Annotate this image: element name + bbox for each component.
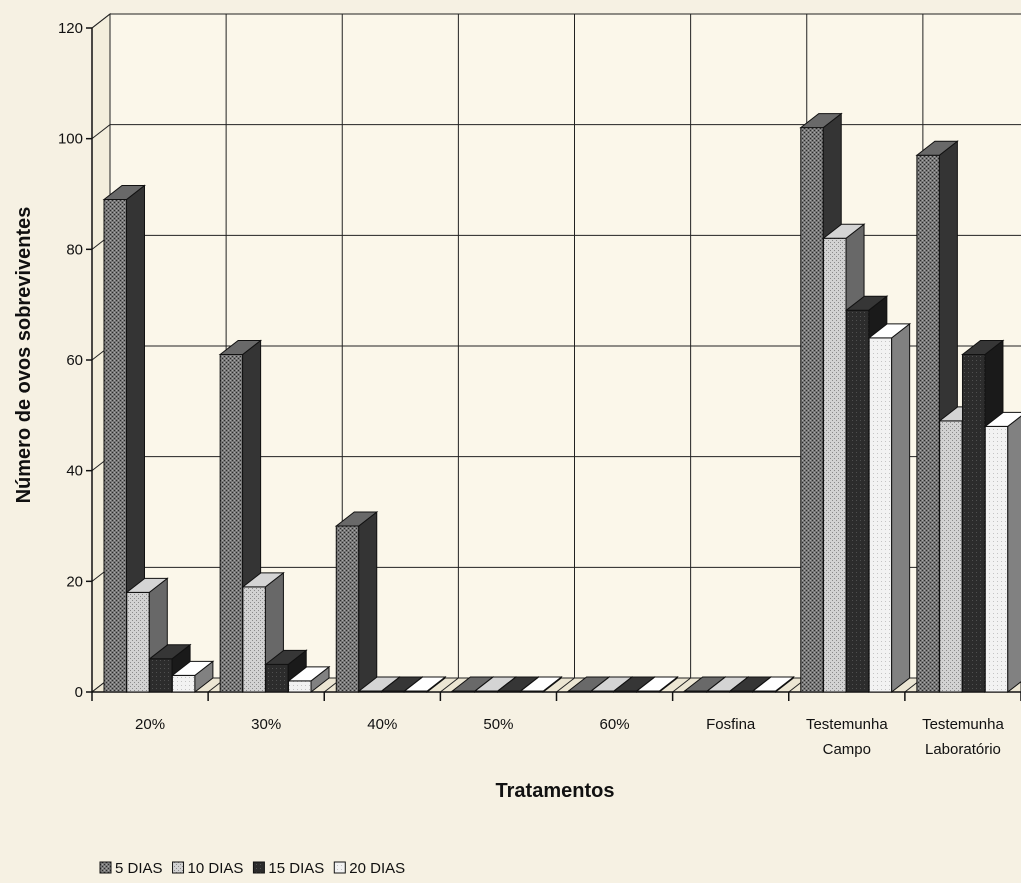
bar-side (358, 510, 378, 694)
bar-top (170, 660, 215, 676)
bar-front (126, 591, 150, 693)
bar-front (219, 353, 244, 693)
bar-top (822, 223, 866, 239)
gridline-side (91, 13, 111, 29)
bar-60%-20-DIAS (635, 675, 679, 694)
bar-front (149, 658, 173, 693)
bar-top (799, 113, 843, 129)
legend-swatch (172, 861, 185, 874)
legend-item-15-DIAS: 15 DIAS (252, 860, 324, 877)
bar-top (241, 572, 285, 588)
bar-top (961, 339, 1005, 355)
x-tick-label: Testemunha Laboratório (922, 716, 1004, 758)
legend-label: 5 DIAS (115, 860, 163, 877)
bar-front (103, 199, 127, 693)
bar-top (287, 666, 331, 682)
legend-item-20-DIAS: 20 DIAS (333, 860, 405, 877)
bar-top (751, 676, 795, 692)
bar-front (916, 154, 940, 693)
category-labels: 20% 30% 40% 50% 60% Fosfina Testemunha Campo Tes… (135, 716, 1004, 758)
bar-top (218, 339, 263, 355)
x-tick-label: Fosfina (706, 716, 756, 733)
bar-top (635, 676, 679, 692)
bar-front (335, 525, 360, 693)
floor-divider (556, 677, 575, 693)
x-tick-label: 50% (483, 716, 513, 733)
bar-front (800, 127, 824, 693)
bar-20%-5-DIAS (102, 184, 146, 694)
bar-top (125, 577, 169, 593)
bar-top (403, 676, 447, 692)
bar-side (1007, 415, 1021, 694)
bar-Testemunha-Laboratório-20-DIAS (983, 411, 1021, 694)
bar-top (844, 295, 889, 311)
floor-divider (672, 677, 691, 693)
floor-divider (440, 677, 459, 693)
bar-front (288, 680, 312, 693)
bar-front (242, 586, 266, 693)
bar-front (171, 674, 196, 693)
y-tick-label: 80 (66, 241, 83, 258)
y-tick-label: 20 (66, 573, 83, 590)
x-tick-label: 30% (251, 716, 281, 733)
bar-front (939, 420, 963, 693)
bar-40%-5-DIAS (334, 510, 379, 694)
bar-top (334, 511, 379, 527)
bar-front (868, 337, 893, 693)
x-tick-label: 20% (135, 716, 165, 733)
bar-top (519, 676, 563, 692)
bar-40%-20-DIAS (403, 675, 447, 694)
x-tick-label: 60% (600, 716, 630, 733)
x-tick-label: Testemunha Campo (806, 716, 888, 758)
legend: 5 DIAS 10 DIAS 15 DIAS 20 DIAS (99, 860, 405, 877)
bar-front (845, 309, 870, 693)
bar-front (823, 237, 847, 693)
legend-item-10-DIAS: 10 DIAS (172, 860, 244, 877)
bar-Testemunha-Campo-20-DIAS (867, 322, 912, 694)
legend-label: 20 DIAS (349, 860, 405, 877)
legend-swatch (99, 861, 112, 874)
bar-top (148, 644, 192, 660)
bar-front (961, 353, 986, 693)
gridline-side (91, 124, 111, 140)
bar-20%-20-DIAS (170, 660, 215, 694)
bar-30%-20-DIAS (287, 665, 331, 694)
legend-label: 10 DIAS (188, 860, 244, 877)
bar-top (102, 185, 146, 201)
y-axis-title: Número de ovos sobreviventes (13, 207, 35, 504)
bar-top (983, 411, 1021, 427)
legend-label: 15 DIAS (268, 860, 324, 877)
x-tick-label: 40% (367, 716, 397, 733)
bar-top (867, 323, 912, 339)
bar-top (264, 649, 308, 665)
tick-labels: 0 20 40 60 80 100 120 (58, 20, 83, 701)
bar-front (265, 663, 289, 693)
bar-top (915, 140, 959, 156)
bars (102, 112, 1021, 694)
y-tick-label: 40 (66, 463, 83, 480)
bar-front (984, 425, 1009, 693)
bar-Fosfina-20-DIAS (751, 675, 795, 694)
y-tick-label: 120 (58, 20, 83, 37)
legend-item-5-DIAS: 5 DIAS (99, 860, 163, 877)
x-axis-title: Tratamentos (496, 780, 615, 802)
bar-50%-20-DIAS (519, 675, 563, 694)
legend-swatch (252, 861, 265, 874)
y-tick-label: 100 (58, 131, 83, 148)
legend-swatch (333, 861, 346, 874)
bar-side (891, 322, 911, 694)
y-tick-label: 60 (66, 352, 83, 369)
y-tick-label: 0 (75, 684, 83, 701)
